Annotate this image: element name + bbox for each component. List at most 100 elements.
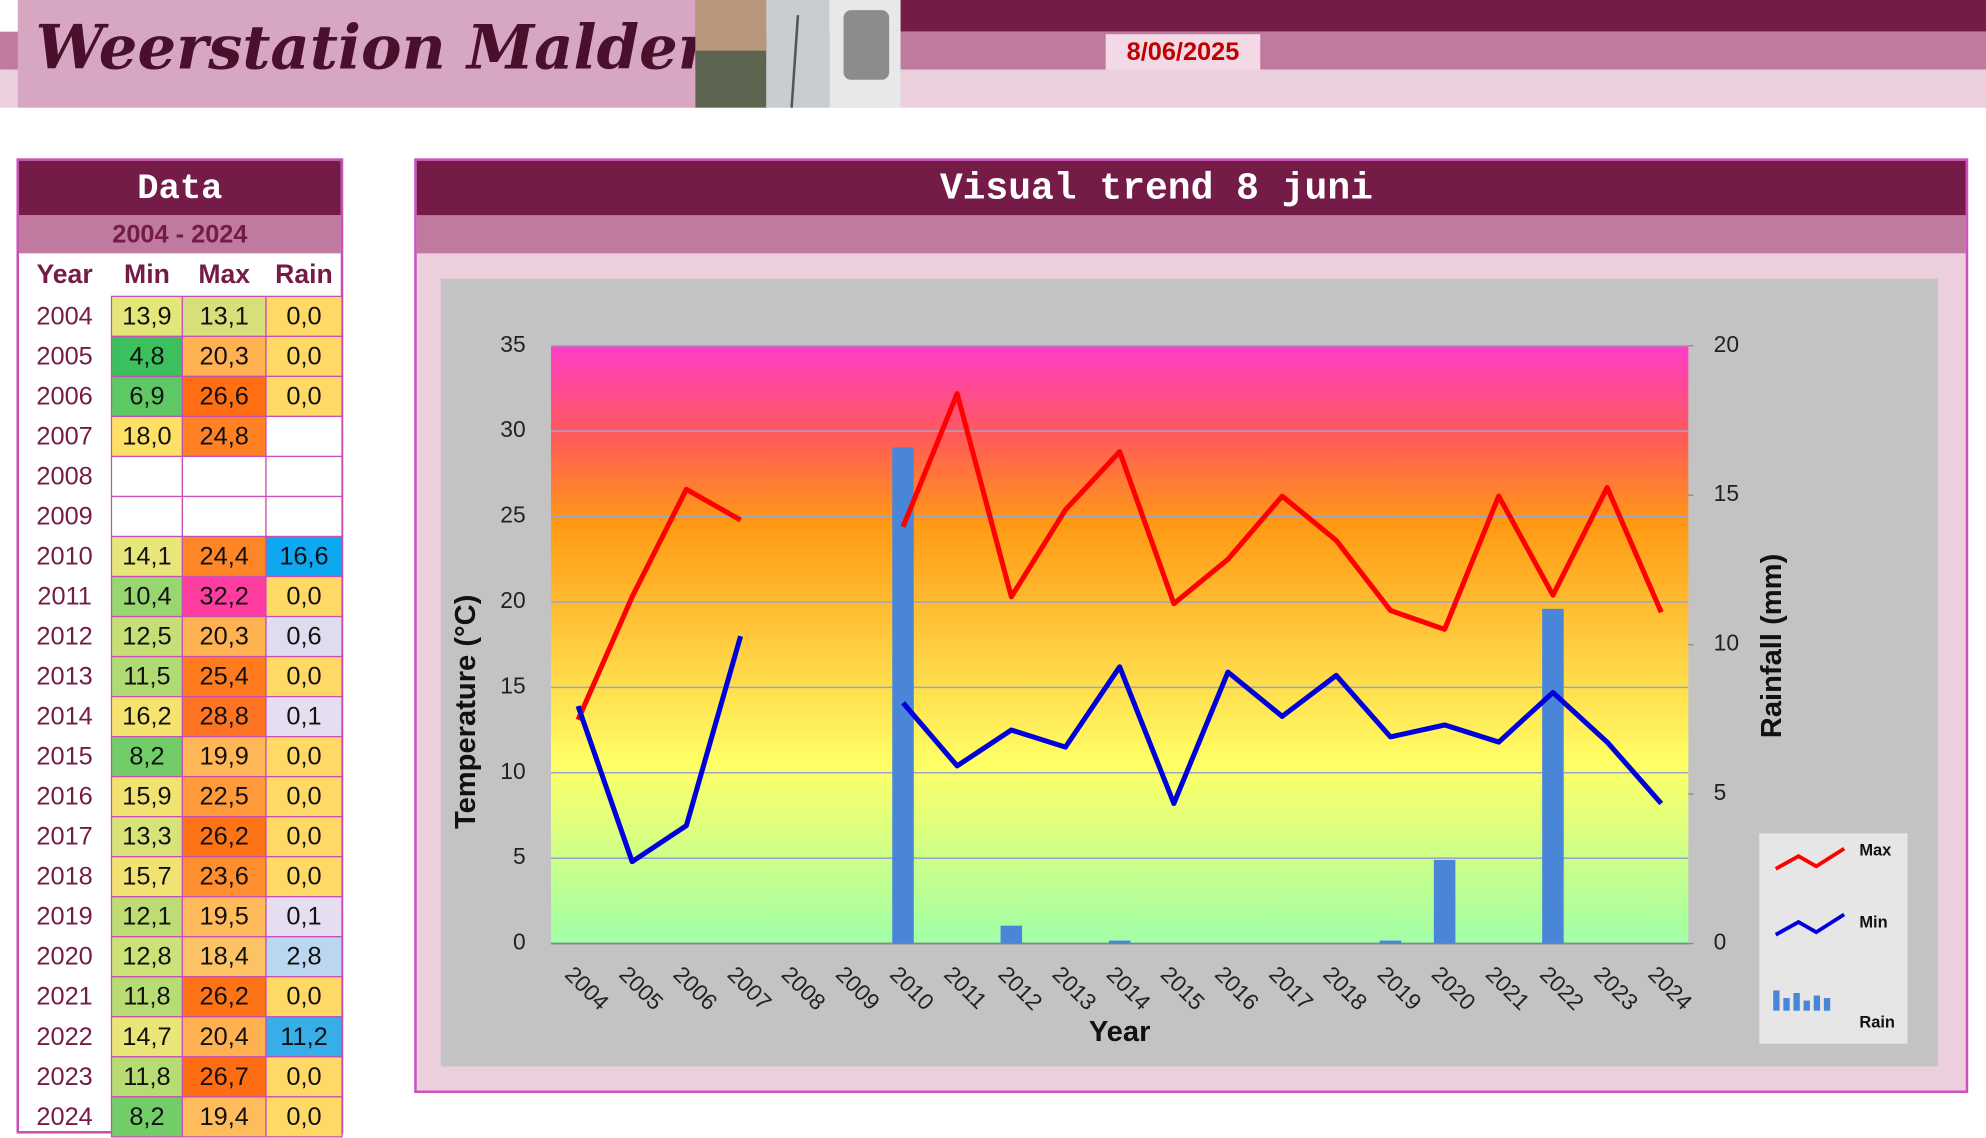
cell bbox=[181, 856, 267, 898]
y-tick-label: 25 bbox=[500, 502, 525, 528]
site-title: Weerstation Malderen bbox=[35, 12, 792, 83]
date: 8/06/2025 bbox=[1127, 38, 1240, 66]
y-tick-label: 0 bbox=[513, 929, 526, 955]
cell bbox=[265, 615, 343, 658]
value-cell: 0,6 bbox=[286, 623, 321, 651]
header-bar bbox=[900, 0, 1986, 32]
value-cell: 13,3 bbox=[122, 823, 171, 851]
value-cell: 12,1 bbox=[122, 903, 171, 931]
rain-bar bbox=[1108, 940, 1131, 944]
series-line bbox=[575, 635, 1664, 865]
plot-area bbox=[550, 345, 1689, 944]
year-cell: 2006 bbox=[36, 382, 92, 410]
cell bbox=[110, 335, 184, 378]
value-cell: 19,9 bbox=[200, 743, 249, 771]
cell bbox=[265, 415, 343, 458]
y2-tick-label: 10 bbox=[1714, 630, 1739, 656]
cell bbox=[181, 495, 267, 538]
value-cell: 26,2 bbox=[200, 823, 249, 851]
year-cell: 2024 bbox=[36, 1103, 92, 1131]
value-cell: 26,2 bbox=[200, 983, 249, 1011]
value-cell: 0,0 bbox=[286, 1103, 321, 1131]
y-tick-label: 5 bbox=[513, 843, 526, 869]
year-cell: 2022 bbox=[36, 1023, 92, 1051]
value-cell: 24,8 bbox=[200, 422, 249, 450]
cell bbox=[265, 936, 343, 978]
cell bbox=[181, 776, 267, 818]
legend-label: Max bbox=[1859, 841, 1892, 859]
value-cell: 0,0 bbox=[286, 1063, 321, 1091]
legend-icon bbox=[1823, 998, 1831, 1011]
cell bbox=[265, 655, 343, 698]
column-header: Max bbox=[198, 259, 250, 289]
value-cell: 25,4 bbox=[200, 663, 249, 691]
year-cell: 2007 bbox=[36, 422, 92, 450]
cell bbox=[265, 295, 343, 338]
value-cell: 19,5 bbox=[200, 903, 249, 931]
table-period: 2004 - 2024 bbox=[112, 220, 247, 248]
data-table: Year Min Max Rain 2004 13,9 13,1 0,0 2005 4,8 20,3… bbox=[36, 259, 343, 1138]
y-tick-label: 30 bbox=[500, 416, 525, 442]
rain-bar bbox=[892, 447, 914, 944]
value-cell: 0,0 bbox=[286, 983, 321, 1011]
legend-label: Min bbox=[1859, 914, 1887, 932]
value-cell: 0,0 bbox=[286, 663, 321, 691]
column-header: Rain bbox=[275, 259, 333, 289]
chart-band bbox=[416, 215, 1966, 254]
year-cell: 2019 bbox=[36, 903, 92, 931]
y-tick-label: 35 bbox=[500, 331, 525, 357]
chart-title: Visual trend 8 juni bbox=[940, 168, 1373, 211]
cell bbox=[181, 535, 267, 578]
table-title: Data bbox=[137, 168, 222, 209]
year-cell: 2021 bbox=[36, 983, 92, 1011]
cell bbox=[265, 455, 343, 498]
y2-tick-label: 15 bbox=[1714, 480, 1739, 506]
year-cell: 2004 bbox=[36, 302, 92, 330]
cell bbox=[110, 655, 184, 698]
value-cell: 4,8 bbox=[129, 342, 164, 370]
value-cell: 12,8 bbox=[122, 943, 171, 971]
y-tick-label: 20 bbox=[500, 587, 525, 613]
cell bbox=[265, 735, 343, 778]
cell bbox=[265, 896, 343, 938]
value-cell: 15,9 bbox=[122, 783, 171, 811]
y2-tick-label: 20 bbox=[1714, 331, 1739, 357]
cell bbox=[181, 655, 267, 698]
rain-bar bbox=[1000, 925, 1023, 944]
year-cell: 2011 bbox=[37, 583, 91, 611]
x-axis-title: Year bbox=[1089, 1016, 1151, 1048]
value-cell: 11,8 bbox=[123, 983, 170, 1011]
value-cell: 2,8 bbox=[286, 943, 321, 971]
value-cell: 11,8 bbox=[123, 1063, 170, 1091]
y2-tick-label: 0 bbox=[1714, 929, 1727, 955]
year-cell: 2015 bbox=[36, 743, 92, 771]
legend-icon bbox=[1803, 1000, 1810, 1011]
value-cell: 10,4 bbox=[122, 583, 171, 611]
value-cell: 6,9 bbox=[129, 382, 164, 410]
value-cell: 13,1 bbox=[200, 302, 249, 330]
cell bbox=[181, 455, 267, 498]
value-cell: 0,1 bbox=[286, 703, 321, 731]
value-cell: 26,7 bbox=[200, 1063, 249, 1091]
legend-label: Rain bbox=[1859, 1014, 1895, 1032]
cell bbox=[110, 295, 184, 338]
value-cell: 20,4 bbox=[200, 1023, 249, 1051]
year-cell: 2008 bbox=[36, 462, 92, 490]
cell bbox=[265, 335, 343, 378]
cell bbox=[110, 1016, 184, 1058]
year-cell: 2009 bbox=[36, 502, 92, 530]
cell bbox=[265, 695, 343, 738]
date-box bbox=[1105, 34, 1261, 70]
cell bbox=[265, 776, 343, 818]
legend-icon bbox=[1793, 992, 1800, 1011]
value-cell: 11,2 bbox=[280, 1023, 327, 1051]
cell bbox=[181, 695, 267, 738]
value-cell: 14,7 bbox=[122, 1023, 171, 1051]
value-cell: 28,8 bbox=[200, 703, 249, 731]
value-cell: 19,4 bbox=[200, 1103, 249, 1131]
legend-icon bbox=[1783, 998, 1790, 1011]
photo-mast bbox=[790, 15, 800, 108]
cell bbox=[265, 1016, 343, 1058]
